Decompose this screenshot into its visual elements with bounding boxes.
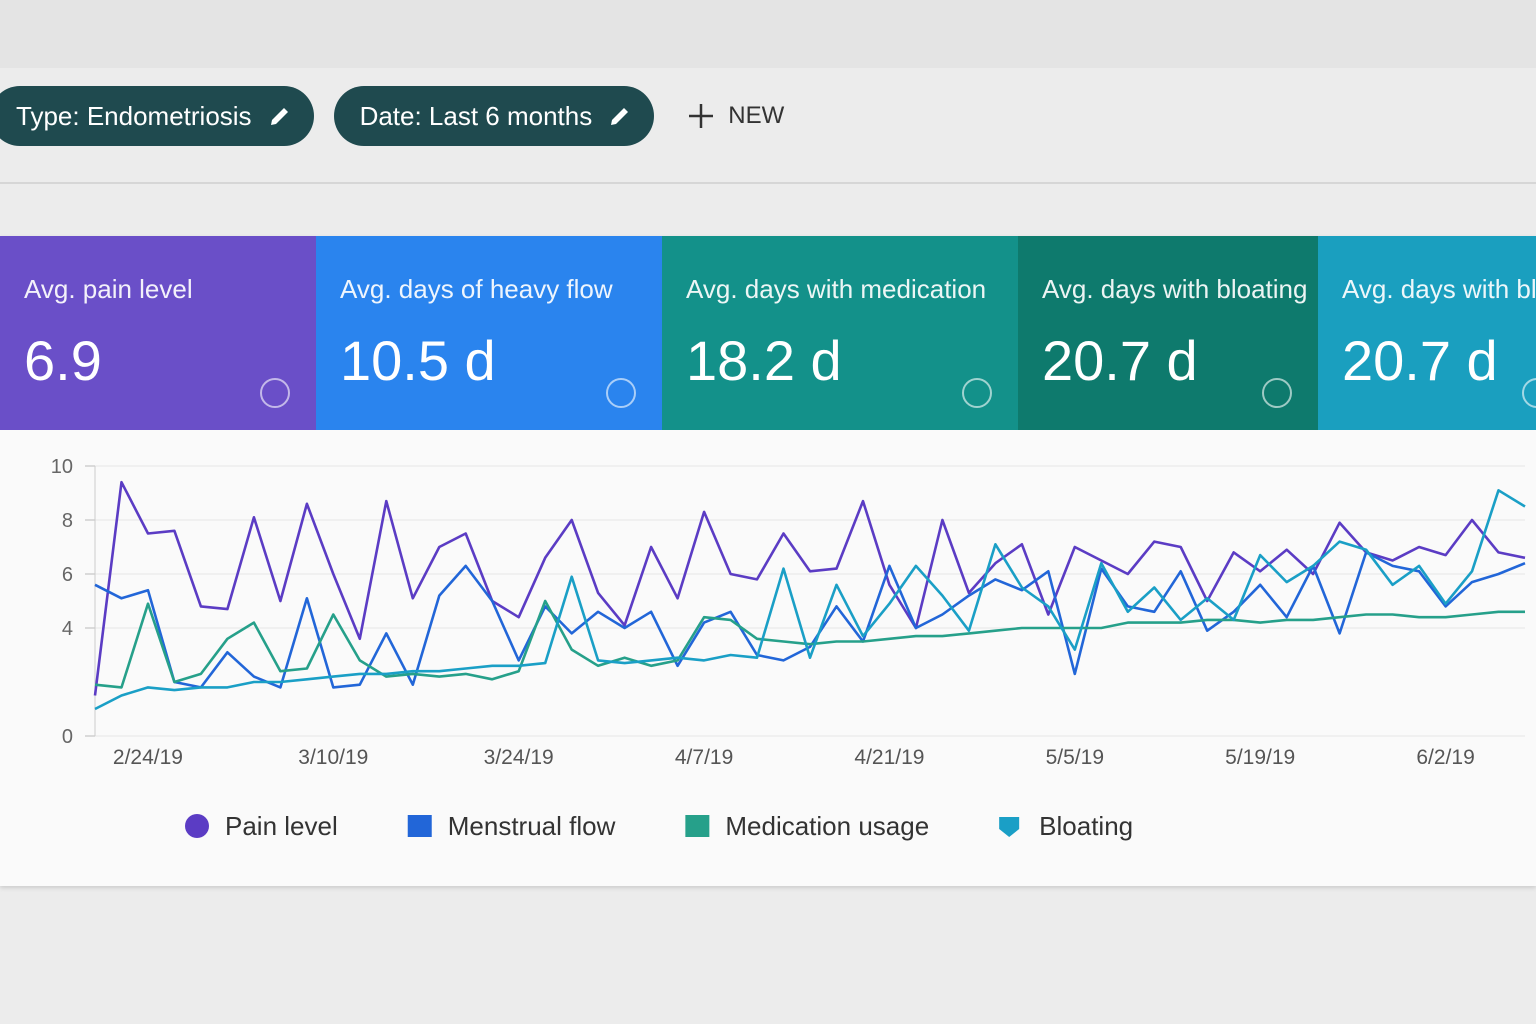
x-tick-label: 3/10/19 — [298, 746, 368, 769]
help-icon — [962, 378, 992, 408]
x-tick-label: 4/7/19 — [675, 746, 733, 769]
legend-marker — [685, 815, 710, 837]
plus-icon — [689, 104, 714, 128]
top-bar — [0, 0, 1536, 68]
filter-bar: Type: Endometriosis Date: Last 6 months … — [0, 84, 784, 148]
help-icon — [1522, 378, 1536, 408]
edit-icon — [270, 108, 288, 125]
metric-card[interactable]: Avg. days of heavy flow 10.5 d — [316, 236, 662, 430]
series-line — [94, 599, 1525, 689]
y-tick-label: 8 — [62, 510, 73, 532]
card-value: 20.7 d — [1042, 329, 1198, 392]
help-icon — [1262, 378, 1292, 408]
legend-label: Menstrual flow — [448, 811, 616, 841]
separator — [0, 182, 1536, 184]
filter-chip[interactable]: Type: Endometriosis — [0, 86, 314, 146]
metric-card[interactable]: Avg. days with bloating 20.7 d — [1318, 236, 1536, 430]
legend-item[interactable]: Pain level — [185, 811, 338, 841]
y-tick-label: 4 — [62, 618, 73, 640]
card-value: 18.2 d — [686, 329, 842, 392]
chip-label: Date: Last 6 months — [359, 100, 593, 131]
series-line — [94, 489, 1526, 711]
card-value: 10.5 d — [340, 329, 496, 392]
x-tick-label: 5/19/19 — [1225, 746, 1295, 769]
y-tick-label: 10 — [51, 456, 73, 478]
card-label: Avg. days with bloating — [1342, 274, 1536, 304]
legend-item[interactable]: Menstrual flow — [407, 811, 616, 841]
legend-item[interactable]: Bloating — [999, 811, 1133, 841]
legend-label: Bloating — [1039, 811, 1133, 841]
x-tick-label: 5/5/19 — [1046, 746, 1104, 769]
x-tick-label: 2/24/19 — [113, 746, 183, 769]
x-tick-label: 6/2/19 — [1416, 746, 1474, 769]
legend-marker — [185, 814, 209, 838]
card-value: 20.7 d — [1342, 329, 1498, 392]
metric-card[interactable]: Avg. pain level 6.9 — [0, 236, 316, 430]
legend-marker — [999, 817, 1020, 837]
card-label: Avg. days of heavy flow — [340, 274, 613, 304]
x-tick-label: 4/21/19 — [854, 746, 924, 769]
chart: 0 4 6 8 10 2/24/19 3/10/19 3/24/19 4/7/19 4/21/19… — [51, 456, 1526, 841]
x-tick-label: 3/24/19 — [484, 746, 554, 769]
help-icon — [606, 378, 636, 408]
metric-cards: Avg. pain level 6.9 Avg. days of heavy flo… — [0, 236, 1536, 430]
series-line — [94, 551, 1526, 689]
edit-icon — [611, 108, 629, 125]
new-button[interactable]: NEW — [688, 102, 784, 130]
series-line — [93, 480, 1526, 696]
y-tick-label: 6 — [62, 564, 73, 586]
new-label: NEW — [728, 102, 785, 129]
card-label: Avg. days with bloating — [1042, 274, 1308, 304]
legend-label: Medication usage — [725, 811, 929, 841]
metric-card[interactable]: Avg. days with medication 18.2 d — [662, 236, 1018, 430]
y-tick-label: 0 — [62, 726, 73, 748]
card-value: 6.9 — [24, 329, 102, 392]
metric-card[interactable]: Avg. days with bloating 20.7 d — [1018, 236, 1318, 430]
card-label: Avg. pain level — [24, 274, 193, 304]
card-label: Avg. days with medication — [686, 274, 987, 304]
help-icon — [260, 378, 290, 408]
report-panel: Avg. pain level 6.9 Avg. days of heavy flo… — [0, 236, 1536, 886]
filter-chip[interactable]: Date: Last 6 months — [333, 86, 655, 146]
legend-item[interactable]: Medication usage — [685, 811, 929, 841]
legend-marker — [407, 815, 432, 837]
legend-label: Pain level — [225, 811, 338, 841]
chip-label: Type: Endometriosis — [16, 100, 252, 131]
